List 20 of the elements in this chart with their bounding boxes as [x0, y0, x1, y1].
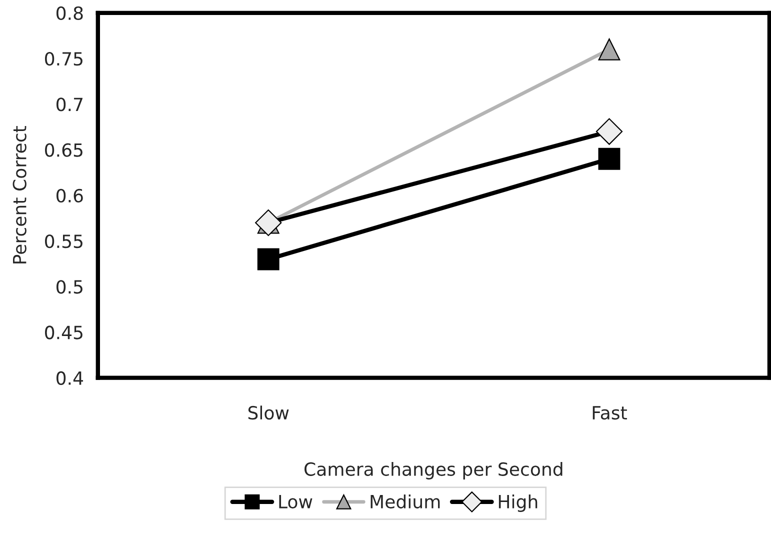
legend-label: Medium — [370, 494, 440, 508]
y-axis-title: Percent Correct — [12, 126, 26, 264]
point — [596, 118, 623, 145]
x-axis-title: Camera changes per Second — [304, 462, 562, 480]
y-tick-label: 0.45 — [45, 326, 82, 340]
legend-label: Low — [279, 495, 312, 508]
y-tick-label: 0.55 — [45, 234, 82, 248]
x-tick-label: Fast — [592, 406, 627, 420]
y-tick-label: 0.4 — [56, 371, 84, 385]
point — [257, 248, 280, 270]
point — [598, 38, 620, 60]
x-tick-label: Slow — [248, 406, 289, 420]
y-tick-label: 0.5 — [56, 280, 82, 294]
legend-label: High — [498, 494, 538, 512]
y-tick-label: 0.8 — [56, 6, 83, 20]
y-tick-label: 0.7 — [56, 98, 82, 112]
y-tick-label: 0.65 — [45, 143, 82, 157]
y-tick-label: 0.75 — [45, 52, 82, 66]
y-tick-label: 0.6 — [56, 188, 83, 203]
point — [598, 148, 620, 170]
